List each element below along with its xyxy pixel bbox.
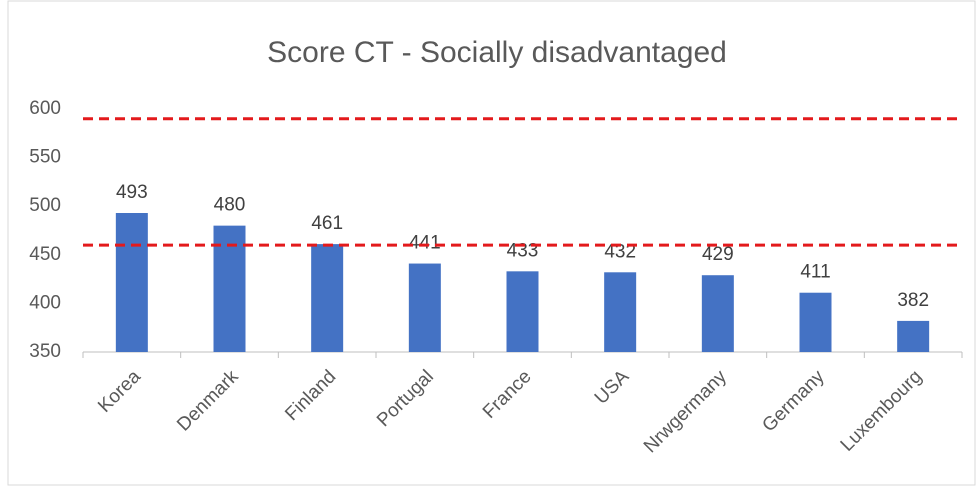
chart-title: Score CT - Socially disadvantaged bbox=[267, 36, 727, 69]
y-tick-label: 500 bbox=[29, 195, 61, 216]
chart-border bbox=[7, 0, 976, 486]
data-label: 411 bbox=[800, 262, 830, 283]
data-label: 441 bbox=[409, 233, 441, 254]
data-label: 429 bbox=[702, 244, 734, 265]
bar bbox=[701, 275, 734, 352]
bar bbox=[115, 213, 148, 352]
bar bbox=[506, 271, 539, 352]
data-label: 493 bbox=[116, 182, 148, 203]
bar bbox=[799, 292, 832, 352]
data-label: 480 bbox=[214, 195, 246, 216]
bar bbox=[604, 272, 637, 352]
y-tick-label: 550 bbox=[29, 147, 61, 168]
y-tick-label: 600 bbox=[29, 98, 61, 119]
y-tick-label: 400 bbox=[29, 292, 61, 313]
bar bbox=[311, 244, 344, 352]
bar bbox=[213, 225, 246, 352]
bar bbox=[897, 320, 930, 352]
data-label: 433 bbox=[507, 240, 539, 261]
data-label: 382 bbox=[897, 290, 929, 311]
y-tick-label: 450 bbox=[29, 244, 61, 265]
data-label: 461 bbox=[311, 213, 343, 234]
bar bbox=[408, 263, 441, 352]
y-tick-label: 350 bbox=[29, 341, 61, 362]
